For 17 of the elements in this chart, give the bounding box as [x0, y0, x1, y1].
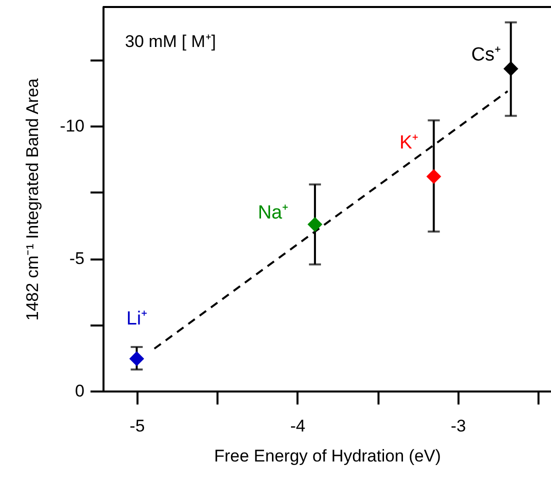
y-tick-label: 0: [75, 382, 84, 400]
series-label: Cs⁺: [471, 44, 500, 66]
y-axis-title: 1482 cm⁻¹ Integrated Band Area: [22, 78, 42, 321]
y-tick-label: -5: [69, 249, 84, 268]
point: [426, 169, 442, 184]
x-tick-label: -3: [450, 416, 466, 436]
annotation: 30 mM [ M⁺]: [125, 32, 216, 51]
series-label: K⁺: [399, 132, 418, 154]
x-tick-label: -4: [290, 416, 306, 436]
series-label: Na⁺: [258, 202, 288, 224]
x-tick-label: -5: [130, 416, 145, 436]
y-tick-label: -10: [60, 116, 84, 136]
point: [129, 351, 144, 366]
series-label: Li⁺: [126, 308, 148, 330]
point: [503, 61, 518, 76]
x-axis-title: Free Energy of Hydration (eV): [214, 446, 441, 466]
point: [308, 217, 322, 232]
